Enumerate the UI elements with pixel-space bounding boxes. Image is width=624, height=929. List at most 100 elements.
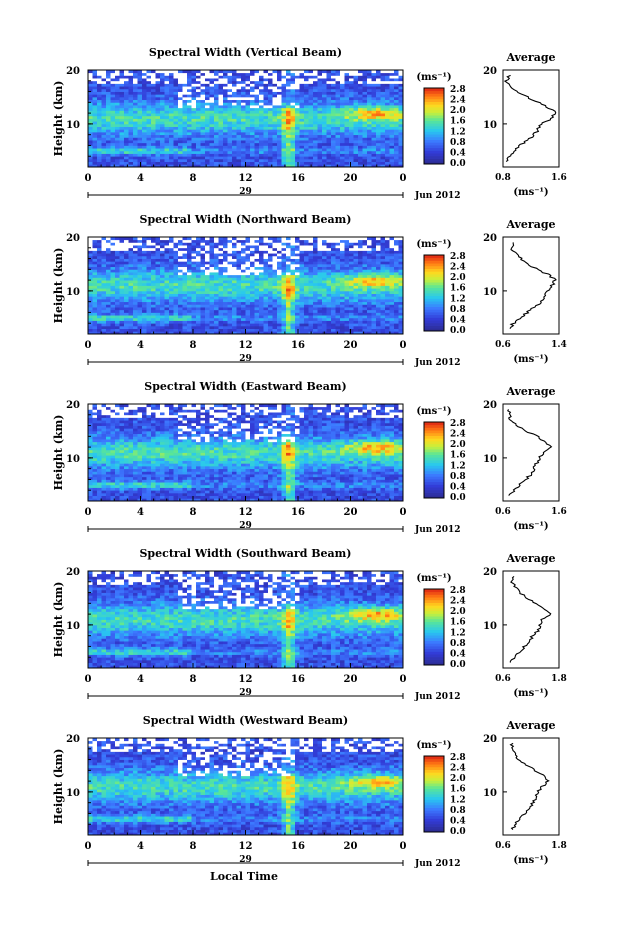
- heatmap-cells: [88, 237, 404, 335]
- colorbar-segment: [424, 153, 444, 157]
- average-y-tick-label: 10: [483, 120, 497, 131]
- colorbar-segment: [424, 621, 444, 625]
- colorbar-segment: [424, 293, 444, 297]
- colorbar-segment: [424, 796, 444, 800]
- x-tick-label: 8: [190, 173, 197, 184]
- average-x-tick-label: 0.6: [495, 674, 511, 684]
- colorbar-segment: [424, 263, 444, 267]
- colorbar-segment: [424, 443, 444, 447]
- x-tick-label: 12: [239, 674, 253, 685]
- colorbar-segment: [424, 468, 444, 472]
- x-tick-label: 16: [291, 173, 305, 184]
- x-tick-label: 4: [137, 674, 144, 685]
- colorbar-tick-label: 2.0: [450, 774, 466, 784]
- colorbar-segment: [424, 260, 444, 264]
- y-axis-label: Height (km): [52, 582, 65, 658]
- x-tick-label: 12: [239, 507, 253, 518]
- colorbar-segment: [424, 618, 444, 622]
- colorbar-segment: [424, 487, 444, 491]
- panel-title: Spectral Width (Eastward Beam): [144, 380, 346, 393]
- colorbar-segment: [424, 823, 444, 827]
- colorbar-segment: [424, 597, 444, 601]
- colorbar-tick-label: 1.2: [450, 294, 466, 304]
- colorbar-segment: [424, 764, 444, 768]
- colorbar-segment: [424, 432, 444, 436]
- average-line: [509, 242, 557, 329]
- date-label: Jun 2012: [414, 191, 461, 201]
- colorbar-segment: [424, 284, 444, 288]
- colorbar-segment: [424, 117, 444, 121]
- colorbar-segment: [424, 142, 444, 146]
- colorbar-segment: [424, 643, 444, 647]
- colorbar-segment: [424, 608, 444, 612]
- average-x-label: (ms⁻¹): [513, 521, 548, 532]
- colorbar-tick-label: 1.6: [450, 117, 466, 127]
- colorbar-segment: [424, 276, 444, 280]
- panel-3: Spectral Width (Eastward Beam)1020Height…: [52, 380, 567, 535]
- x-tick-label: 8: [190, 674, 197, 685]
- colorbar-segment: [424, 424, 444, 428]
- average-x-label: (ms⁻¹): [513, 354, 548, 365]
- colorbar-segment: [424, 257, 444, 261]
- y-axis-label: Height (km): [52, 81, 65, 157]
- colorbar-segment: [424, 479, 444, 483]
- x-tick-label: 20: [344, 173, 358, 184]
- colorbar-segment: [424, 613, 444, 617]
- colorbar-segment: [424, 627, 444, 631]
- colorbar-segment: [424, 325, 444, 329]
- colorbar-segment: [424, 427, 444, 431]
- x-tick-label: 0: [85, 674, 92, 685]
- colorbar-segment: [424, 610, 444, 614]
- colorbar-segment: [424, 268, 444, 272]
- colorbar-tick-label: 2.4: [450, 597, 466, 607]
- colorbar-segment: [424, 826, 444, 830]
- colorbar-frame: [423, 87, 445, 165]
- colorbar-segment: [424, 769, 444, 773]
- colorbar-segment: [424, 271, 444, 275]
- colorbar-tick-label: 0.8: [450, 138, 466, 148]
- colorbar-tick-label: 2.8: [450, 753, 466, 763]
- colorbar-segment: [424, 624, 444, 628]
- average-title: Average: [505, 218, 555, 231]
- average-title: Average: [505, 385, 555, 398]
- x-tick-label: 0: [85, 340, 92, 351]
- colorbar-segment: [424, 422, 444, 426]
- average-x-tick-label: 0.6: [495, 340, 511, 350]
- panel-4: Spectral Width (Southward Beam)1020Heigh…: [52, 547, 567, 702]
- colorbar-segment: [424, 810, 444, 814]
- colorbar-segment: [424, 435, 444, 439]
- date-label: Jun 2012: [414, 692, 461, 702]
- colorbar-tick-label: 2.0: [450, 273, 466, 283]
- x-tick-label: 16: [291, 507, 305, 518]
- colorbar-segment: [424, 788, 444, 792]
- colorbar-segment: [424, 282, 444, 286]
- average-frame: [502, 737, 560, 836]
- day-label: 29: [239, 187, 252, 197]
- day-label: 29: [239, 521, 252, 531]
- x-tick-label: 8: [190, 507, 197, 518]
- colorbar-tick-label: 1.2: [450, 628, 466, 638]
- colorbar-tick-label: 2.0: [450, 440, 466, 450]
- panel-title: Spectral Width (Westward Beam): [143, 714, 348, 727]
- colorbar-segment: [424, 101, 444, 105]
- average-line: [509, 742, 550, 830]
- colorbar-segment: [424, 155, 444, 159]
- colorbar-segment: [424, 322, 444, 326]
- colorbar-segment: [424, 637, 444, 641]
- y-tick-label: 20: [66, 400, 80, 411]
- average-frame: [502, 69, 560, 168]
- average-title: Average: [505, 719, 555, 732]
- panel-1: Spectral Width (Vertical Beam)1020Height…: [52, 46, 567, 201]
- colorbar-segment: [424, 492, 444, 496]
- colorbar-tick-label: 2.8: [450, 586, 466, 596]
- colorbar-segment: [424, 473, 444, 477]
- colorbar-segment: [424, 112, 444, 116]
- average-x-tick-label: 1.8: [551, 674, 567, 684]
- colorbar-segment: [424, 780, 444, 784]
- x-tick-label: 8: [190, 340, 197, 351]
- y-tick-label: 10: [66, 621, 80, 632]
- colorbar-segment: [424, 290, 444, 294]
- colorbar-segment: [424, 301, 444, 305]
- average-y-tick-label: 20: [483, 734, 497, 745]
